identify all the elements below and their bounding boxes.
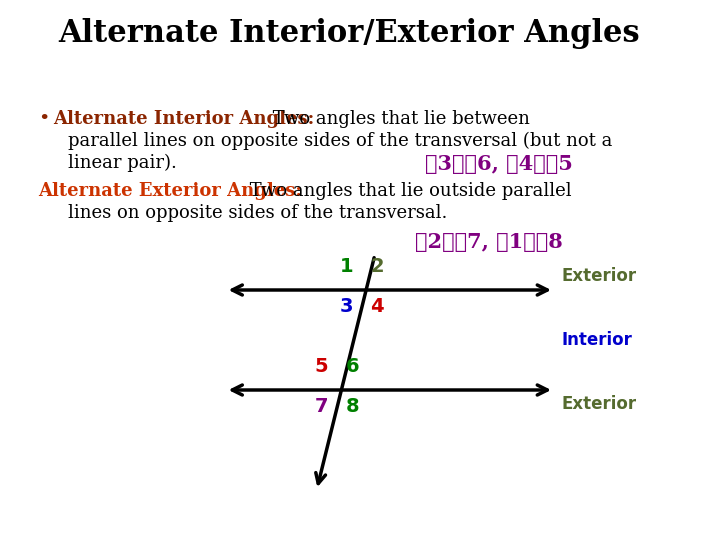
Text: 8: 8: [346, 397, 359, 416]
Text: parallel lines on opposite sides of the transversal (but not a: parallel lines on opposite sides of the …: [68, 132, 613, 150]
Text: 6: 6: [346, 357, 359, 376]
Text: Alternate Exterior Angles:: Alternate Exterior Angles:: [38, 182, 302, 200]
Text: 1: 1: [339, 257, 353, 276]
Text: Interior: Interior: [562, 331, 632, 349]
Text: Exterior: Exterior: [562, 267, 636, 285]
Text: 2: 2: [370, 257, 384, 276]
Text: linear pair).: linear pair).: [68, 154, 177, 172]
Text: lines on opposite sides of the transversal.: lines on opposite sides of the transvers…: [68, 204, 447, 222]
Text: Two angles that lie outside parallel: Two angles that lie outside parallel: [244, 182, 572, 200]
Text: Exterior: Exterior: [562, 395, 636, 413]
Text: Two angles that lie between: Two angles that lie between: [267, 110, 530, 128]
Text: •: •: [38, 110, 50, 128]
Text: Alternate Interior Angles:: Alternate Interior Angles:: [53, 110, 315, 128]
Text: 7: 7: [315, 397, 328, 416]
Text: 4: 4: [370, 297, 384, 316]
Text: 3: 3: [340, 297, 353, 316]
Text: ∶2≅∶7, ∶1≅∶8: ∶2≅∶7, ∶1≅∶8: [415, 232, 563, 252]
Text: Alternate Interior/Exterior Angles: Alternate Interior/Exterior Angles: [58, 18, 640, 49]
Text: ∶3≅∶6, ∶4≅∶5: ∶3≅∶6, ∶4≅∶5: [425, 154, 572, 174]
Text: 5: 5: [315, 357, 328, 376]
